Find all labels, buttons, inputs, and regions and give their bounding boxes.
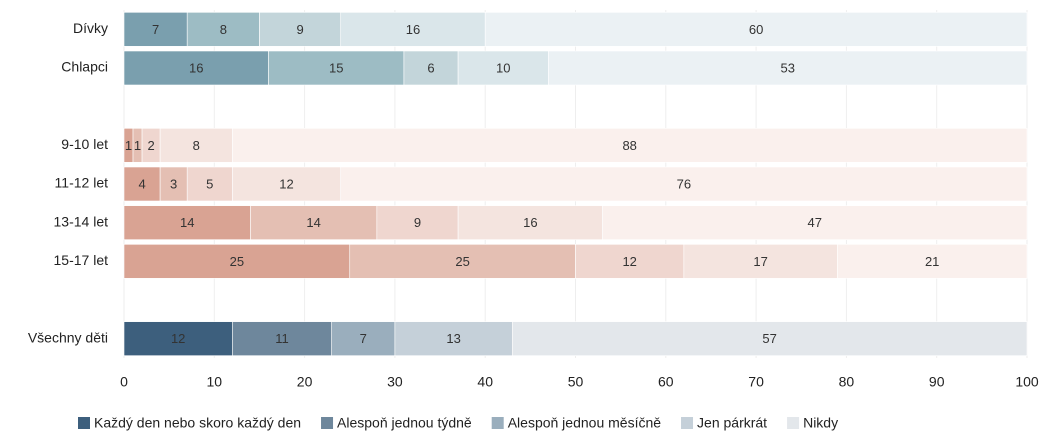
bar-segment: [232, 128, 1028, 163]
data-label: 21: [925, 254, 939, 269]
data-label: 16: [406, 22, 420, 37]
y-tick-label: Chlapci: [61, 59, 108, 75]
bar-segment: [340, 12, 486, 47]
bar-segment: [259, 12, 342, 47]
legend-label: Jen párkrát: [697, 415, 767, 431]
x-tick-label: 0: [120, 374, 128, 390]
x-tick-label: 10: [207, 374, 223, 390]
data-label: 7: [360, 331, 367, 346]
data-label: 1: [134, 138, 141, 153]
legend-swatch: [491, 417, 504, 429]
data-label: 14: [180, 215, 194, 230]
x-tick-label: 30: [387, 374, 403, 390]
x-tick-label: 70: [748, 374, 764, 390]
data-label: 15: [329, 60, 343, 75]
data-label: 12: [171, 331, 185, 346]
y-tick-label: 13-14 let: [54, 213, 109, 229]
data-label: 10: [496, 60, 510, 75]
data-label: 53: [780, 60, 794, 75]
bar-segment: [484, 12, 1028, 47]
data-label: 2: [147, 138, 154, 153]
x-tick-label: 20: [297, 374, 313, 390]
bar-segment: [575, 244, 685, 279]
data-label: 14: [306, 215, 320, 230]
data-label: 16: [189, 60, 203, 75]
data-label: 16: [523, 215, 537, 230]
data-label: 13: [446, 331, 460, 346]
y-tick-label: Dívky: [73, 20, 108, 36]
bar-segment: [511, 321, 1028, 356]
data-label: 9: [296, 22, 303, 37]
legend-label: Nikdy: [803, 415, 838, 431]
data-label: 11: [275, 331, 289, 346]
data-label: 25: [455, 254, 469, 269]
data-label: 60: [749, 22, 763, 37]
legend-swatch: [787, 417, 800, 429]
data-label: 5: [206, 176, 213, 191]
bar-segment: [250, 205, 378, 240]
data-label: 7: [152, 22, 159, 37]
data-label: 1: [125, 138, 132, 153]
bar-segment: [123, 12, 188, 47]
x-tick-label: 90: [929, 374, 945, 390]
bar-segment: [186, 12, 260, 47]
legend-swatch: [681, 417, 694, 429]
legend-swatch: [321, 417, 334, 429]
y-tick-label: 9-10 let: [61, 136, 108, 152]
data-label: 12: [279, 176, 293, 191]
x-tick-label: 100: [1015, 374, 1039, 390]
legend-label: Alespoň jednou týdně: [337, 415, 472, 431]
bar-segment: [123, 166, 161, 202]
bar-segment: [457, 50, 549, 86]
legend-label: Každý den nebo skoro každý den: [94, 415, 301, 431]
data-label: 17: [753, 254, 767, 269]
x-tick-label: 60: [658, 374, 674, 390]
bar-segment: [123, 244, 351, 279]
bar-segment: [394, 321, 513, 356]
bar-segment: [548, 50, 1028, 86]
x-tick-label: 40: [477, 374, 493, 390]
x-tick-label: 80: [839, 374, 855, 390]
data-label: 25: [230, 254, 244, 269]
data-label: 8: [220, 22, 227, 37]
legend-label: Alespoň jednou měsíčně: [508, 415, 662, 431]
legend-swatch: [78, 417, 90, 429]
data-label: 57: [762, 331, 776, 346]
bar-segment: [837, 244, 1028, 279]
bar-segment: [123, 50, 269, 86]
y-tick-label: Všechny děti: [28, 329, 108, 345]
data-label: 6: [427, 60, 434, 75]
data-label: 3: [170, 176, 177, 191]
bar-segment: [268, 50, 405, 86]
data-label: 88: [622, 138, 636, 153]
x-tick-label: 50: [568, 374, 584, 390]
data-label: 76: [677, 176, 691, 191]
bar-segment: [349, 244, 576, 279]
data-label: 9: [414, 215, 421, 230]
data-label: 4: [138, 176, 145, 191]
data-label: 8: [193, 138, 200, 153]
bar-segment: [186, 166, 233, 202]
y-tick-label: 15-17 let: [54, 252, 109, 268]
bar-segment: [340, 166, 1028, 202]
bar-segment: [602, 205, 1028, 240]
y-tick-label: 11-12 let: [55, 175, 109, 191]
bar-segment: [123, 205, 251, 240]
bar-segment: [331, 321, 396, 356]
bar-segment: [159, 166, 188, 202]
data-label: 12: [622, 254, 636, 269]
bar-segment: [457, 205, 603, 240]
bar-segment: [232, 166, 342, 202]
data-label: 47: [808, 215, 822, 230]
